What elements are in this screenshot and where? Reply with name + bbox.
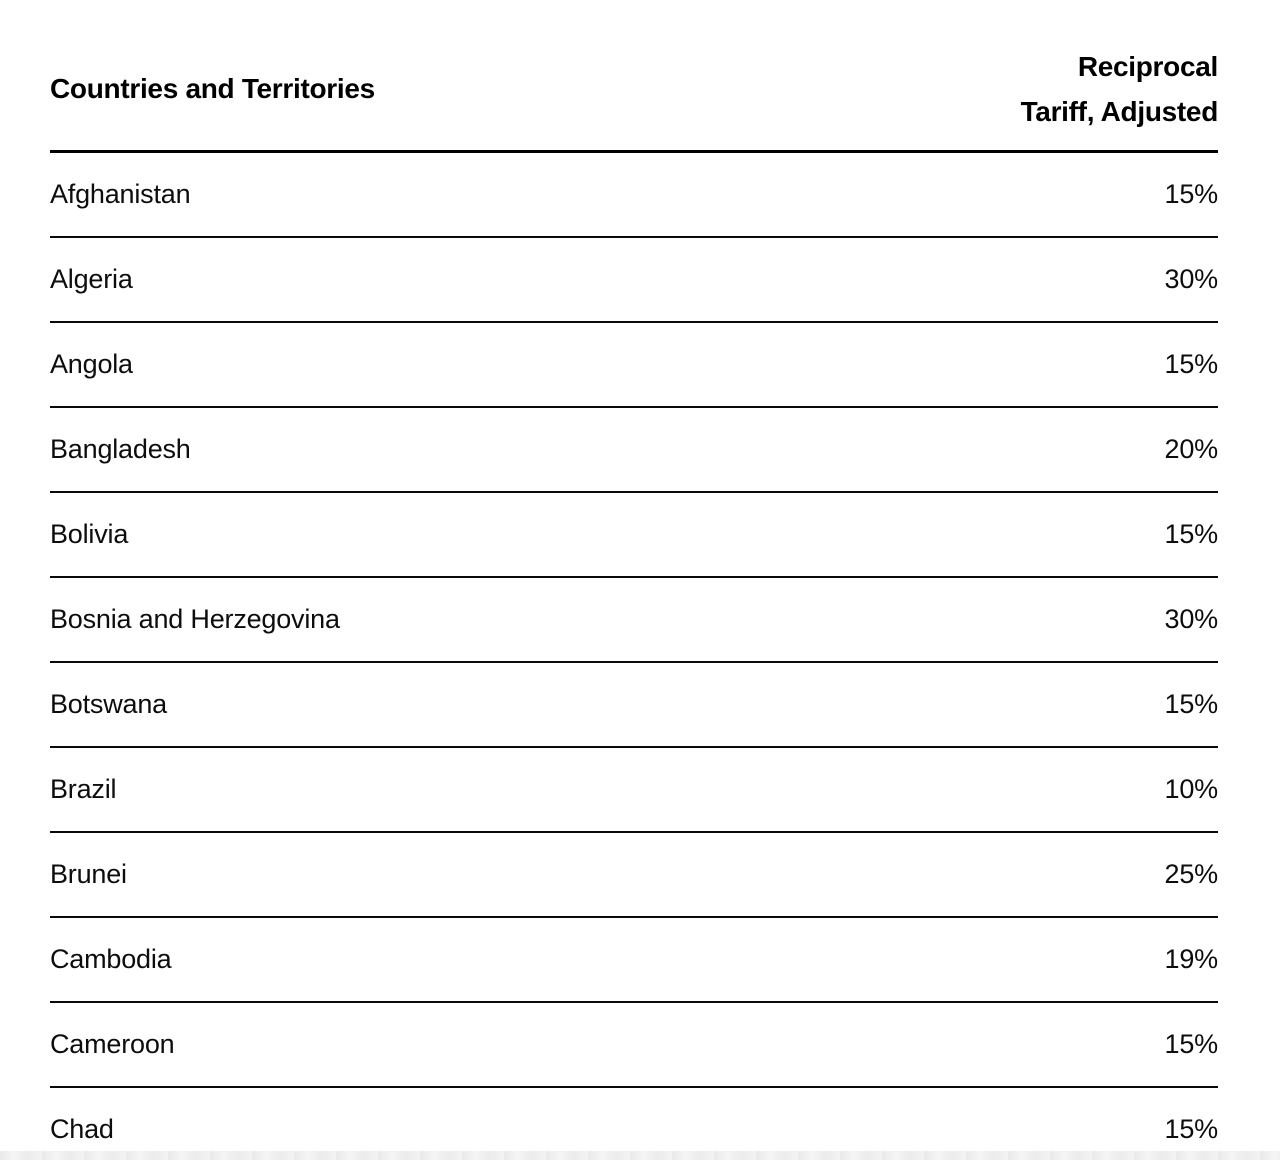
table-row: Chad 15% (50, 1088, 1218, 1160)
tariff-value: 15% (1164, 179, 1219, 209)
table-row: Brazil 10% (50, 748, 1218, 833)
country-name: Cambodia (50, 944, 172, 974)
tariff-value: 15% (1164, 689, 1219, 719)
table-row: Angola 15% (50, 323, 1218, 408)
table-row: Bolivia 15% (50, 493, 1218, 578)
table-row: Bosnia and Herzegovina 30% (50, 578, 1218, 663)
country-name: Bosnia and Herzegovina (50, 604, 340, 634)
tariff-value: 19% (1164, 944, 1219, 974)
column-header-tariff: Reciprocal Tariff, Adjusted (1020, 44, 1219, 134)
table-header-row: Countries and Territories Reciprocal Tar… (50, 0, 1218, 153)
tariff-value: 15% (1164, 1114, 1219, 1144)
tariff-value: 20% (1164, 434, 1219, 464)
column-header-tariff-line2: Tariff, Adjusted (1020, 96, 1219, 127)
table-row: Botswana 15% (50, 663, 1218, 748)
country-name: Brunei (50, 859, 127, 889)
country-name: Angola (50, 349, 133, 379)
country-name: Brazil (50, 774, 117, 804)
country-name: Chad (50, 1114, 114, 1144)
tariff-value: 25% (1164, 859, 1219, 889)
tariff-value: 10% (1164, 774, 1219, 804)
table-row: Algeria 30% (50, 238, 1218, 323)
country-name: Cameroon (50, 1029, 175, 1059)
country-name: Afghanistan (50, 179, 191, 209)
column-header-tariff-line1: Reciprocal (1077, 51, 1218, 82)
country-name: Botswana (50, 689, 167, 719)
country-name: Bangladesh (50, 434, 191, 464)
tariff-value: 15% (1164, 1029, 1219, 1059)
table-row: Brunei 25% (50, 833, 1218, 918)
table-row: Cameroon 15% (50, 1003, 1218, 1088)
table-row: Bangladesh 20% (50, 408, 1218, 493)
tariff-value: 30% (1164, 604, 1219, 634)
tariff-value: 15% (1164, 519, 1219, 549)
tariff-value: 15% (1164, 349, 1219, 379)
country-name: Algeria (50, 264, 133, 294)
column-header-countries: Countries and Territories (50, 72, 375, 104)
table-row: Cambodia 19% (50, 918, 1218, 1003)
tariff-value: 30% (1164, 264, 1219, 294)
table-row: Afghanistan 15% (50, 153, 1218, 238)
table-body: Afghanistan 15% Algeria 30% Angola 15% B… (50, 153, 1218, 1160)
country-name: Bolivia (50, 519, 129, 549)
cropped-bottom-edge (0, 1151, 1280, 1160)
